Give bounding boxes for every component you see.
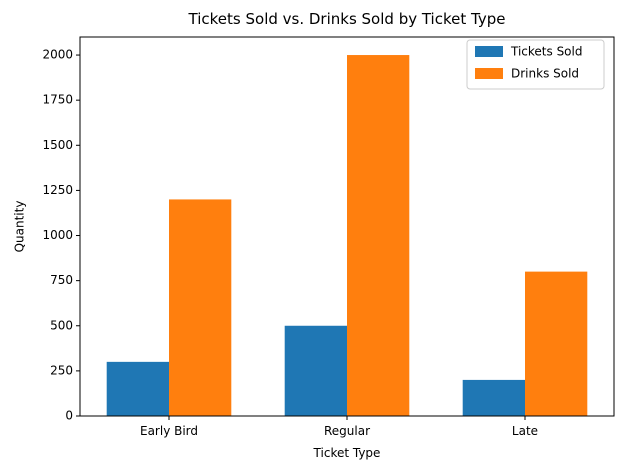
- y-tick-label: 0: [65, 409, 73, 423]
- bar-tickets-sold-late: [462, 379, 525, 416]
- y-tick-label: 2000: [42, 48, 73, 62]
- plot-area: 0 250 500 750 1000 1250 1500 1750 2000 Early Bird…: [42, 36, 615, 438]
- y-tick-label: 250: [50, 363, 73, 377]
- bar-drinks-sold-regular: [347, 55, 410, 417]
- y-tick-label: 1250: [42, 183, 73, 197]
- legend-swatch: [475, 68, 503, 79]
- y-tick-label: 1750: [42, 93, 73, 107]
- bar-drinks-sold-late: [525, 271, 588, 416]
- bar-tickets-sold-early-bird: [106, 361, 169, 416]
- x-tick-label: Late: [512, 424, 538, 438]
- legend: Tickets Sold Drinks Sold: [466, 39, 605, 90]
- y-tick-label: 500: [50, 318, 73, 332]
- legend-swatch: [475, 46, 503, 57]
- y-tick-label: 750: [50, 273, 73, 287]
- chart-title: Tickets Sold vs. Drinks Sold by Ticket T…: [188, 10, 506, 28]
- bar-tickets-sold-regular: [284, 325, 347, 416]
- legend-label: Tickets Sold: [510, 45, 582, 59]
- x-tick-label: Early Bird: [140, 424, 198, 438]
- legend-label: Drinks Sold: [511, 67, 579, 81]
- x-axis-label: Ticket Type: [313, 446, 381, 460]
- y-tick-label: 1500: [42, 138, 73, 152]
- bar-drinks-sold-early-bird: [169, 199, 232, 416]
- y-axis-label: Quantity: [13, 201, 27, 253]
- x-tick-label: Regular: [324, 424, 370, 438]
- y-tick-label: 1000: [42, 228, 73, 242]
